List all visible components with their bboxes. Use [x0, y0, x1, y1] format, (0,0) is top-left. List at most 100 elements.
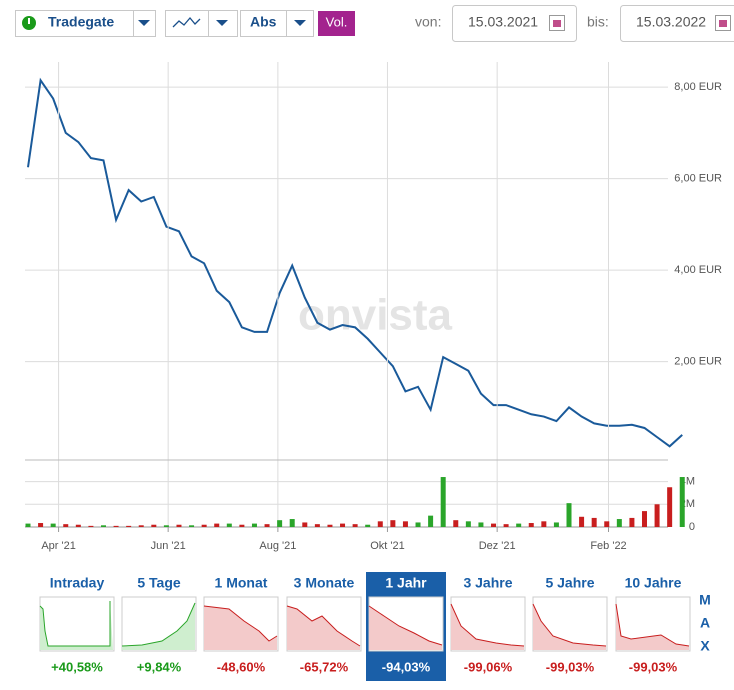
volume-bar: [302, 522, 307, 527]
volume-bar: [340, 524, 345, 527]
volume-bar: [504, 524, 509, 527]
volume-bar: [453, 520, 458, 527]
calendar-icon-fill: [553, 20, 561, 27]
tab-change: +40,58%: [51, 659, 103, 674]
from-label: von:: [415, 14, 441, 30]
volume-bar: [290, 519, 295, 527]
x-tick-label: Feb '22: [590, 540, 626, 552]
volume-bar: [567, 503, 572, 527]
volume-button-label: Vol.: [326, 14, 348, 29]
volume-bar: [642, 511, 647, 527]
volume-bar: [101, 525, 106, 527]
volume-bar: [353, 524, 358, 527]
x-tick-label: Apr '21: [41, 540, 76, 552]
x-tick-label: Dez '21: [479, 540, 516, 552]
volume-bar: [38, 523, 43, 527]
exchange-label: Tradegate: [48, 14, 114, 30]
volume-bar: [176, 525, 181, 527]
tab-label[interactable]: 5 Jahre: [545, 575, 594, 591]
volume-bar: [76, 525, 81, 527]
tab-change: +9,84%: [137, 659, 182, 674]
watermark: onvista: [298, 291, 453, 340]
y-tick-label: 4,00 EUR: [674, 264, 722, 276]
volume-bar: [516, 524, 521, 527]
volume-bar: [252, 524, 257, 527]
scale-label: Abs: [250, 14, 277, 30]
tab-change: -99,03%: [546, 659, 595, 674]
tab-label[interactable]: 5 Tage: [137, 575, 181, 591]
volume-bar: [428, 516, 433, 527]
volume-bar: [151, 525, 156, 527]
volume-bar: [277, 520, 282, 527]
y-tick-label: 2,00 EUR: [674, 356, 722, 368]
volume-bar: [239, 525, 244, 527]
tab-label[interactable]: 3 Jahre: [463, 575, 512, 591]
volume-bar: [416, 522, 421, 527]
status-icon-mark: [28, 18, 30, 24]
y-tick-label: 8,00 EUR: [674, 81, 722, 93]
volume-bar: [529, 523, 534, 527]
volume-bar: [680, 477, 685, 527]
period-tabs: Intraday +40,58% 5 Tage +9,84% 1 Monat -48,60…: [40, 572, 711, 681]
volume-bar: [139, 525, 144, 527]
tab-label[interactable]: Intraday: [50, 575, 105, 591]
tab-change: -65,72%: [300, 659, 349, 674]
volume-bar: [214, 524, 219, 527]
volume-bar: [26, 524, 31, 527]
volume-bar: [227, 524, 232, 527]
volume-bar: [667, 487, 672, 527]
tab-label[interactable]: 10 Jahre: [625, 575, 682, 591]
volume-bar: [466, 521, 471, 527]
tab-label[interactable]: 1 Jahr: [385, 575, 427, 591]
volume-bar: [327, 525, 332, 527]
volume-bar: [655, 504, 660, 527]
volume-bar: [390, 520, 395, 527]
tab-change: -99,03%: [629, 659, 678, 674]
volume-bar: [189, 525, 194, 527]
volume-bar: [554, 522, 559, 527]
calendar-icon-fill: [719, 20, 727, 27]
volume-bar: [164, 525, 169, 527]
volume-bar: [114, 526, 119, 527]
volume-bar: [126, 526, 131, 527]
price-line: [28, 80, 682, 446]
thumbnail-frame[interactable]: [40, 597, 114, 651]
volume-bar: [63, 524, 68, 527]
volume-bar: [202, 525, 207, 527]
max-tab-letter[interactable]: A: [700, 615, 710, 631]
volume-bar: [478, 522, 483, 527]
volume-bar: [88, 526, 93, 527]
from-date: 15.03.2021: [468, 14, 538, 30]
y-tick-label: 0: [689, 521, 695, 533]
volume-bar: [378, 521, 383, 527]
tab-change: -99,06%: [464, 659, 513, 674]
volume-bar: [617, 519, 622, 527]
max-tab-letter[interactable]: X: [700, 638, 710, 654]
volume-bar: [365, 525, 370, 527]
volume-bar: [403, 521, 408, 527]
x-tick-label: Jun '21: [151, 540, 186, 552]
x-tick-label: Aug '21: [259, 540, 296, 552]
to-label: bis:: [587, 14, 609, 30]
volume-bar: [491, 524, 496, 527]
tab-change: -94,03%: [382, 659, 431, 674]
volume-bar: [265, 524, 270, 527]
to-date: 15.03.2022: [636, 14, 706, 30]
volume-bar: [579, 517, 584, 527]
tab-change: -48,60%: [217, 659, 266, 674]
y-tick-label: 6,00 EUR: [674, 173, 722, 185]
x-tick-label: Okt '21: [370, 540, 405, 552]
volume-bar: [629, 518, 634, 527]
volume-bar: [315, 524, 320, 527]
volume-bar: [541, 521, 546, 527]
tab-label[interactable]: 1 Monat: [215, 575, 268, 591]
volume-bar: [441, 477, 446, 527]
volume-bar: [604, 521, 609, 527]
volume-bar: [51, 524, 56, 527]
max-tab-letter[interactable]: M: [699, 592, 711, 608]
tab-label[interactable]: 3 Monate: [294, 575, 355, 591]
volume-bar: [592, 518, 597, 527]
